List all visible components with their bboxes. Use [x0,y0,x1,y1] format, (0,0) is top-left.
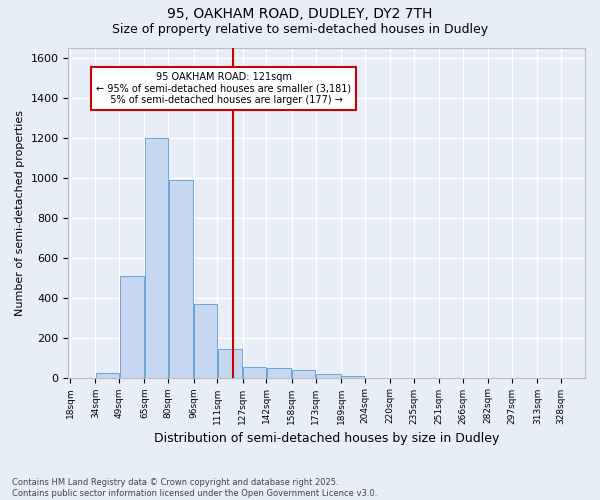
Y-axis label: Number of semi-detached properties: Number of semi-detached properties [15,110,25,316]
Bar [316,374,341,378]
Bar [194,304,217,378]
Bar [243,366,266,378]
Bar [119,276,144,378]
Text: Size of property relative to semi-detached houses in Dudley: Size of property relative to semi-detach… [112,22,488,36]
Bar [145,138,168,378]
Text: Contains HM Land Registry data © Crown copyright and database right 2025.
Contai: Contains HM Land Registry data © Crown c… [12,478,377,498]
Bar [341,376,364,378]
Bar [267,368,292,378]
Bar [218,348,242,378]
Bar [169,180,193,378]
Bar [292,370,315,378]
Text: 95 OAKHAM ROAD: 121sqm
← 95% of semi-detached houses are smaller (3,181)
  5% of: 95 OAKHAM ROAD: 121sqm ← 95% of semi-det… [96,72,351,104]
X-axis label: Distribution of semi-detached houses by size in Dudley: Distribution of semi-detached houses by … [154,432,499,445]
Bar [96,372,119,378]
Text: 95, OAKHAM ROAD, DUDLEY, DY2 7TH: 95, OAKHAM ROAD, DUDLEY, DY2 7TH [167,8,433,22]
